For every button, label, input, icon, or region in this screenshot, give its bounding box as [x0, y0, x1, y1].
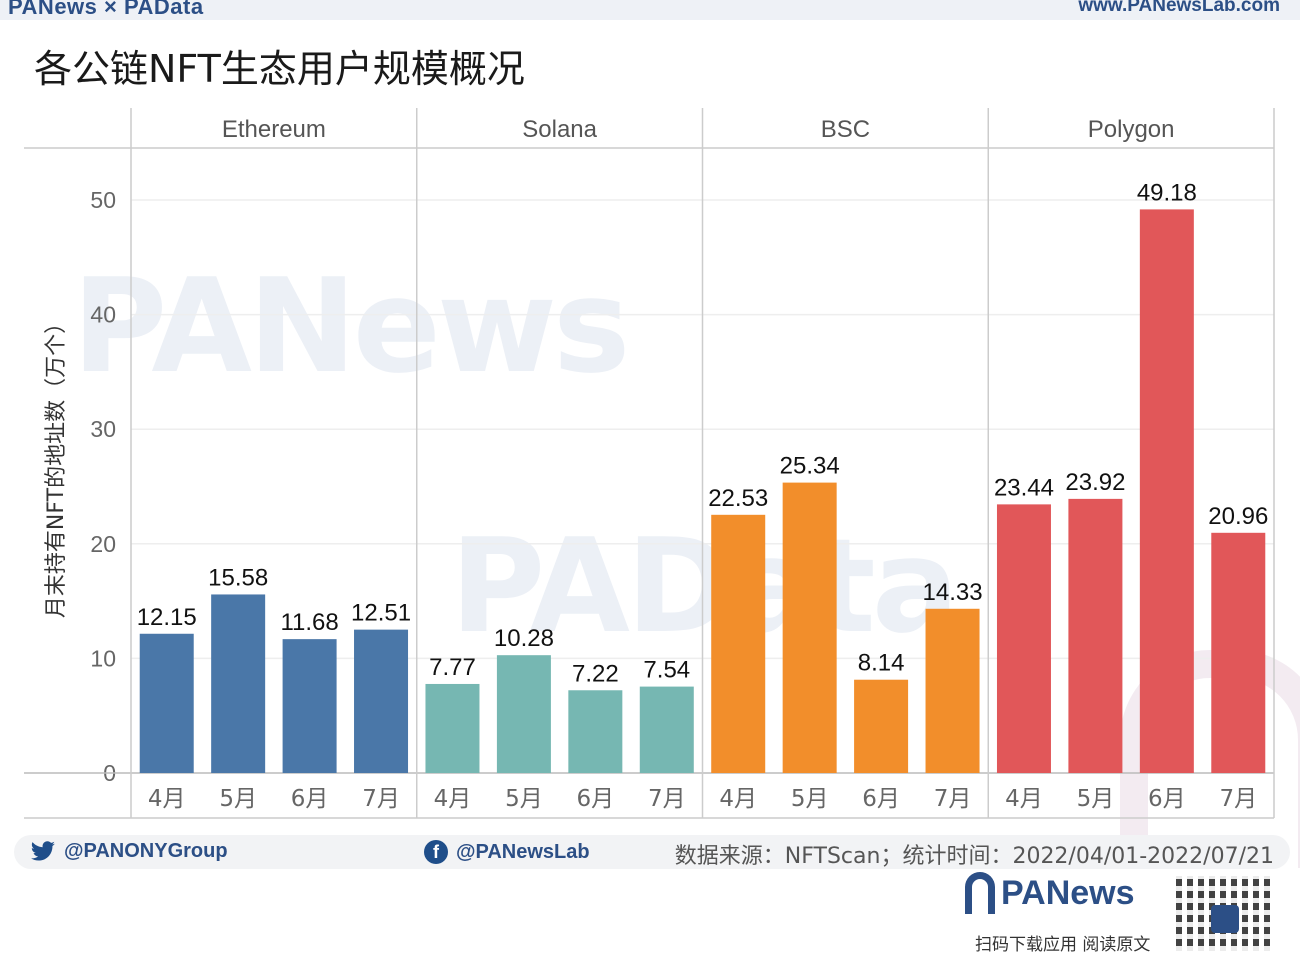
panews-logo-icon [965, 872, 995, 914]
header-logo: PANews × PAData [8, 0, 204, 19]
data-label: 7.22 [572, 660, 619, 687]
top-banner [0, 0, 1300, 20]
y-tick-label: 10 [90, 645, 116, 671]
twitter-icon [31, 840, 55, 861]
panel-header-solana: Solana [522, 116, 597, 143]
bar-polygon-1 [996, 504, 1051, 773]
brand-name: PANews [1001, 873, 1135, 912]
qr-code-logo-icon [1211, 905, 1239, 933]
y-tick-label: 50 [90, 187, 116, 213]
x-tick-label: 7月 [934, 786, 972, 812]
qr-code-icon[interactable] [1176, 876, 1274, 951]
y-tick-label: 30 [90, 416, 116, 442]
x-tick-label: 4月 [1005, 786, 1043, 812]
x-tick-label: 6月 [862, 786, 900, 812]
bar-ethereum-2 [211, 594, 266, 773]
bar-ethereum-3 [282, 639, 337, 773]
data-source-note: 数据来源：NFTScan；统计时间：2022/04/01-2022/07/21 [674, 844, 1274, 869]
header-url-link[interactable]: www.PANewsLab.com [1078, 0, 1280, 16]
bar-bsc-1 [711, 514, 766, 773]
panel-header-ethereum: Ethereum [222, 116, 326, 143]
bar-solana-4 [639, 686, 694, 773]
data-label: 49.18 [1137, 179, 1197, 206]
facebook-handle[interactable]: f @PANewsLab [424, 840, 590, 864]
x-tick-label: 5月 [219, 786, 257, 812]
data-label: 14.33 [923, 579, 983, 606]
x-tick-label: 6月 [577, 786, 615, 812]
x-tick-label: 7月 [648, 786, 686, 812]
bar-ethereum-4 [354, 629, 409, 773]
x-tick-label: 5月 [791, 786, 829, 812]
data-label: 22.53 [708, 485, 768, 512]
bar-bsc-3 [854, 679, 909, 773]
footer-bar [14, 835, 1290, 869]
twitter-handle-label: @PANONYGroup [64, 840, 228, 862]
data-label: 10.28 [494, 625, 554, 652]
bar-bsc-4 [925, 608, 980, 773]
data-label: 23.44 [994, 474, 1054, 501]
data-label: 7.77 [429, 654, 476, 681]
data-label: 20.96 [1208, 503, 1268, 530]
data-label: 12.51 [351, 600, 411, 627]
x-tick-label: 7月 [362, 786, 400, 812]
download-prompt: 扫码下载应用 阅读原文 [975, 935, 1151, 955]
facebook-handle-label: @PANewsLab [456, 840, 590, 863]
data-label: 8.14 [858, 650, 905, 677]
data-label: 23.92 [1065, 469, 1125, 496]
x-tick-label: 4月 [719, 786, 757, 812]
bar-polygon-2 [1068, 498, 1123, 773]
bar-bsc-2 [782, 482, 837, 773]
x-tick-label: 4月 [434, 786, 472, 812]
data-label: 7.54 [643, 657, 690, 684]
bar-polygon-3 [1139, 209, 1194, 773]
x-tick-label: 6月 [1148, 786, 1186, 812]
x-tick-label: 7月 [1219, 786, 1257, 812]
panel-header-polygon: Polygon [1088, 116, 1175, 143]
x-tick-label: 5月 [1077, 786, 1115, 812]
bar-solana-2 [496, 655, 551, 773]
bar-chart: 01020304050月末持有NFT的地址数（万个）Ethereum12.154… [24, 108, 1275, 819]
data-label: 12.15 [137, 604, 197, 631]
bar-solana-1 [425, 683, 480, 773]
y-tick-label: 20 [90, 531, 116, 557]
page-title: 各公链NFT生态用户规模概况 [34, 47, 525, 91]
panel-header-bsc: BSC [821, 116, 870, 143]
facebook-icon: f [424, 840, 448, 864]
watermark-panews: PANews [72, 250, 630, 402]
data-label: 11.68 [280, 609, 338, 636]
y-tick-label: 40 [90, 302, 116, 328]
bar-solana-3 [568, 690, 623, 773]
x-tick-label: 6月 [291, 786, 329, 812]
x-tick-label: 5月 [505, 786, 543, 812]
data-label: 25.34 [780, 453, 840, 480]
y-axis-title: 月末持有NFT的地址数（万个） [44, 312, 69, 618]
watermark-padata: PAData [450, 510, 959, 662]
bar-polygon-4 [1211, 532, 1266, 773]
brand-logo[interactable]: PANews [965, 872, 1135, 914]
data-label: 15.58 [208, 564, 268, 591]
x-tick-label: 4月 [148, 786, 186, 812]
bar-ethereum-1 [139, 633, 194, 773]
twitter-handle[interactable]: @PANONYGroup [30, 840, 228, 863]
